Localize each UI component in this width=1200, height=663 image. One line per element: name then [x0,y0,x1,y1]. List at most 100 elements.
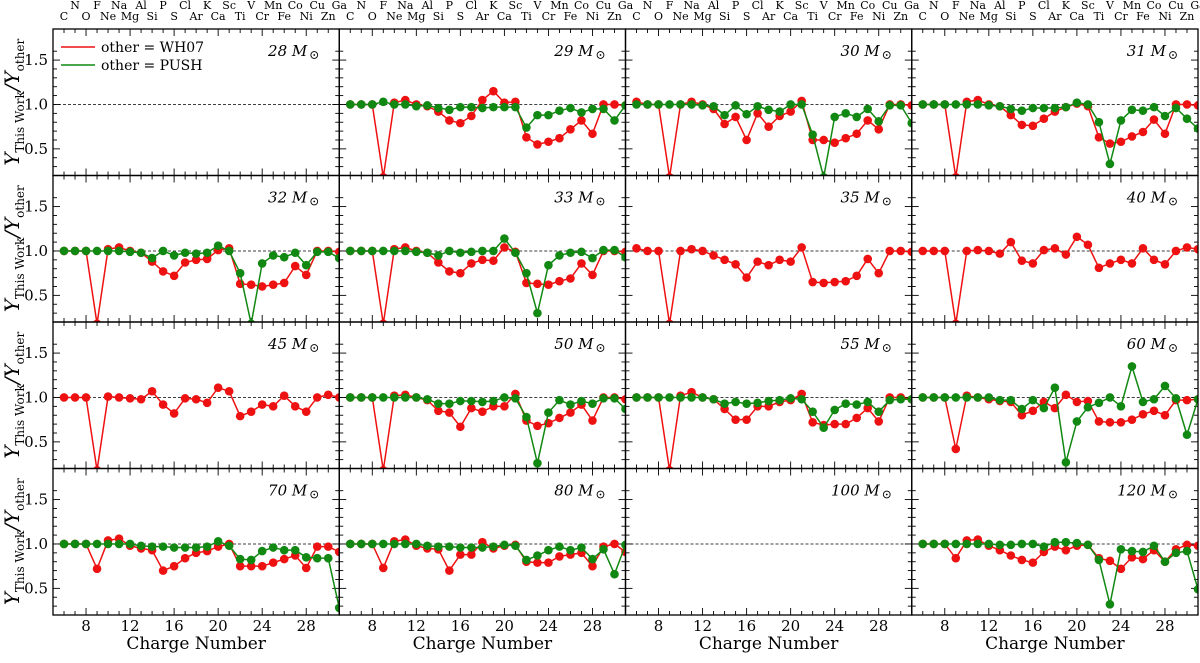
data-point-push [467,396,476,406]
element-label-bottom: Ni [586,10,600,23]
solar-symbol-dot [599,493,602,496]
element-label-top: Cl [465,0,477,12]
data-point-push [378,97,388,107]
data-point-push [588,554,597,564]
element-label-bottom: Zn [607,10,622,23]
element-label-bottom: Mg [407,10,425,23]
data-point-wh07 [621,394,626,404]
element-label-bottom: Ar [189,10,204,23]
data-point-push [423,101,432,110]
element-label-top: K [1062,0,1071,12]
data-point-wh07 [533,421,542,431]
data-point-push [1193,584,1198,594]
data-point-wh07 [191,394,201,404]
data-point-push [588,253,597,263]
data-point-push [412,539,421,549]
data-point-push [1171,394,1181,403]
element-label-bottom: Ne [100,10,116,23]
element-label-top: P [159,0,167,12]
solar-symbol-dot [885,200,888,203]
data-point-wh07 [1182,100,1192,109]
data-point-push [125,247,135,257]
element-label-top: Cl [1038,0,1050,12]
data-point-push [665,100,674,109]
data-point-wh07 [312,393,322,402]
data-point-push [709,394,718,404]
data-point-wh07 [1160,129,1170,139]
data-point-push [1094,117,1104,127]
data-point-wh07 [907,247,912,257]
data-point-push [412,393,421,402]
element-label-bottom: Cr [542,10,556,23]
element-label-bottom: S [457,10,465,23]
data-point-push [555,251,564,260]
element-label-bottom: Cr [1114,10,1128,23]
data-point-wh07 [290,402,300,411]
data-point-push [323,247,333,257]
data-point-wh07 [1149,406,1159,416]
solar-symbol-dot [313,347,316,349]
element-label-top: V [1105,0,1115,12]
data-point-wh07 [830,277,839,287]
data-point-wh07 [588,270,597,280]
solar-symbol-icon [310,197,319,206]
solar-symbol-icon [310,490,319,499]
element-label-top: Co [288,0,303,12]
mass-label: 29 M [553,42,594,60]
element-label-bottom: Ni [300,10,314,23]
data-point-wh07 [1094,263,1104,273]
data-point-push [1028,539,1038,549]
x-tick-label: 28 [869,617,888,635]
data-point-push [1182,546,1192,556]
data-point-push [367,539,377,549]
solar-symbol-dot [313,54,316,56]
data-point-push [643,393,652,402]
panel-80: 80 M [338,467,627,616]
data-point-wh07 [1083,240,1093,250]
data-point-wh07 [731,259,740,269]
data-point-push [940,393,950,402]
element-label-top: Sc [795,0,809,12]
data-point-wh07 [863,403,873,413]
data-point-push [1028,395,1038,405]
data-point-wh07 [918,246,928,256]
data-point-push [885,395,895,405]
data-point-push [1039,103,1049,113]
panel-55: 55 M [624,321,913,470]
data-point-push [687,100,696,109]
data-point-push [478,103,487,113]
data-point-push [268,251,278,260]
data-point-push [412,247,421,257]
element-label-bottom: Cr [255,10,269,23]
data-point-wh07 [852,271,862,281]
data-point-push [202,248,212,258]
data-point-wh07 [445,116,454,125]
data-point-push [312,553,322,563]
data-point-wh07 [676,246,685,256]
element-label-top: F [93,0,101,12]
data-point-push [599,544,608,554]
data-point-push [478,397,487,407]
data-point-push [1138,106,1148,115]
data-point-push [610,394,619,403]
data-point-push [797,100,806,109]
data-point-wh07 [819,135,828,145]
data-point-wh07 [246,407,256,416]
series-wh07 [632,96,912,176]
data-point-wh07 [235,411,245,421]
data-point-push [257,259,267,268]
element-label-bottom: Ca [1069,10,1084,23]
series-push [59,537,340,613]
element-label-top: Mn [550,0,568,12]
element-label-bottom: S [1029,10,1037,23]
data-point-push [301,552,311,562]
data-point-push [720,110,729,120]
element-label-bottom: Ni [1158,10,1172,23]
data-point-wh07 [434,406,443,416]
data-point-push [389,100,399,109]
data-point-wh07 [742,273,751,282]
element-label-top: Ga [904,0,920,12]
data-point-push [136,541,146,551]
data-point-push [962,539,972,549]
data-point-wh07 [863,254,873,264]
